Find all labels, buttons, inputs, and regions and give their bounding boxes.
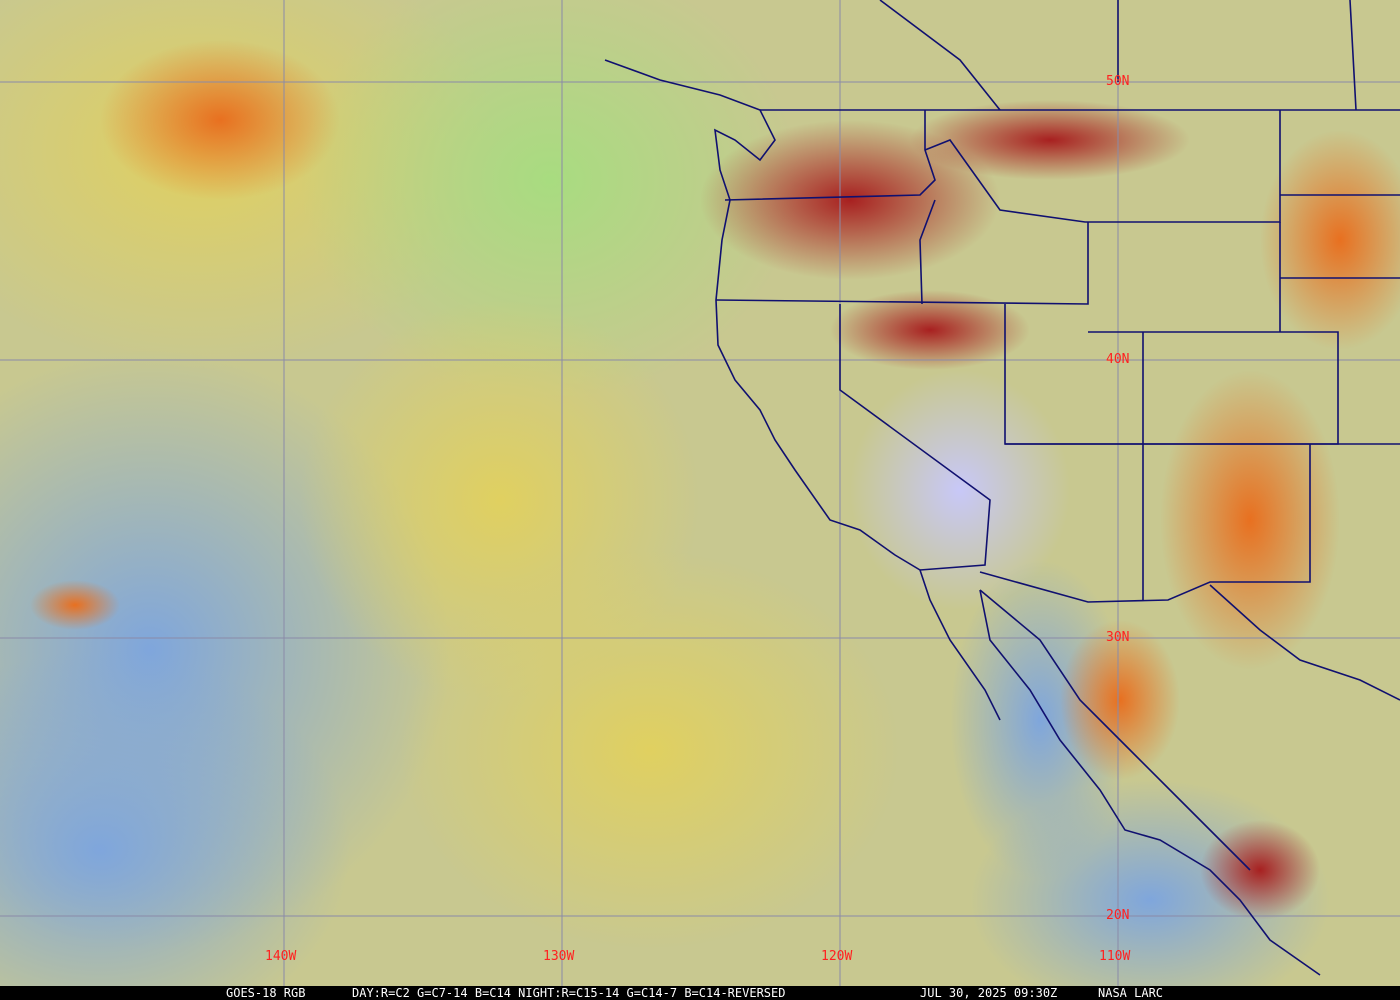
image-caption-bar: GOES-18 RGB DAY:R=C2 G=C7-14 B=C14 NIGHT… bbox=[0, 986, 1400, 1000]
political-boundaries bbox=[604, 0, 1400, 976]
lon-label-140w: 140W bbox=[265, 949, 296, 964]
lat-label-20n: 20N bbox=[1106, 908, 1129, 923]
lon-label-110w: 110W bbox=[1099, 949, 1130, 964]
rgb-recipe: DAY:R=C2 G=C7-14 B=C14 NIGHT:R=C15-14 G=… bbox=[352, 986, 786, 1000]
lat-label-30n: 30N bbox=[1106, 630, 1129, 645]
satellite-name: GOES-18 RGB bbox=[226, 986, 306, 1000]
lon-label-120w: 120W bbox=[821, 949, 852, 964]
timestamp: JUL 30, 2025 09:30Z bbox=[920, 986, 1058, 1000]
coastline-baja-gulf bbox=[979, 589, 1321, 976]
lat-label-50n: 50N bbox=[1106, 74, 1129, 89]
lat-label-40n: 40N bbox=[1106, 352, 1129, 367]
lon-label-130w: 130W bbox=[543, 949, 574, 964]
source-credit: NASA LARC bbox=[1098, 986, 1164, 1000]
